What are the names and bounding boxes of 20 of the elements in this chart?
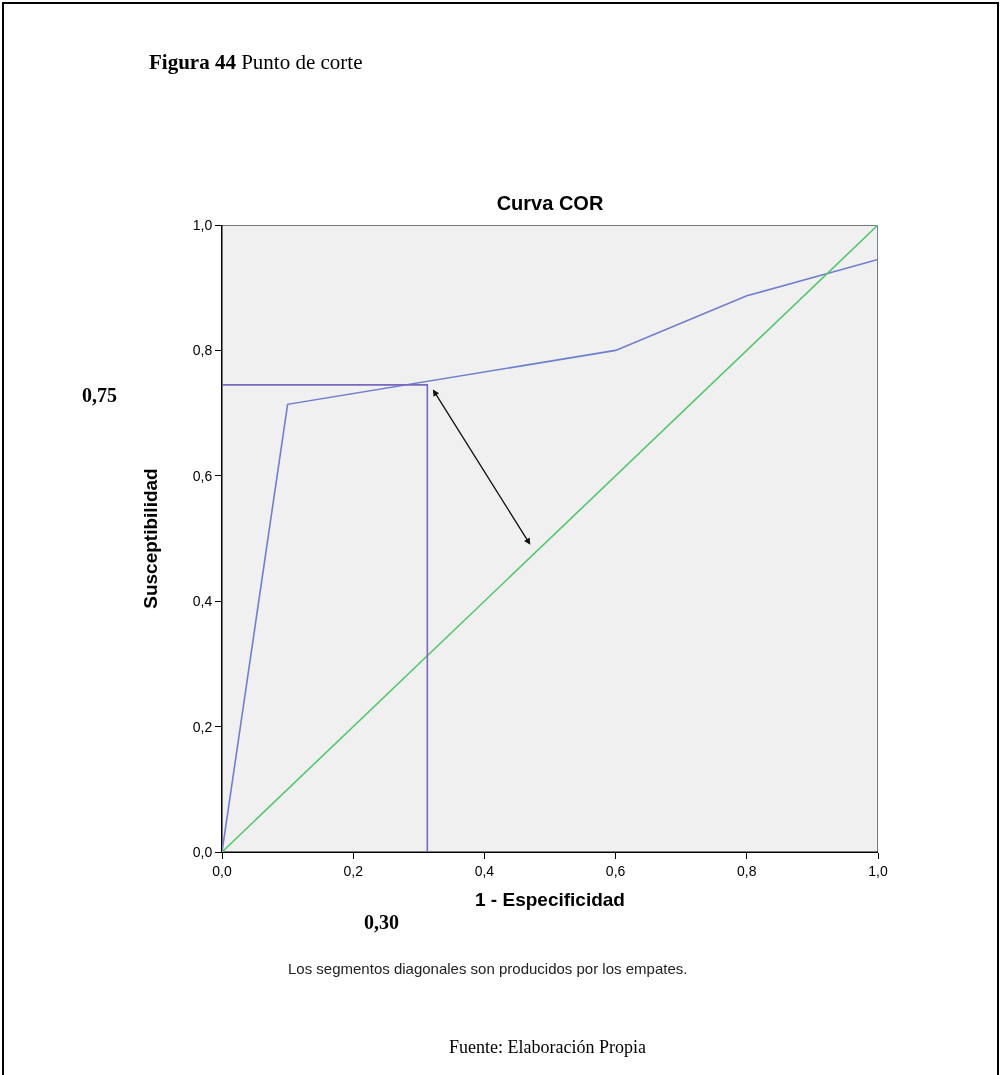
y-tick-label: 0,6 bbox=[192, 467, 213, 484]
y-tick-label: 0,4 bbox=[192, 593, 213, 610]
x-tick-label: 0,0 bbox=[212, 862, 232, 879]
y-axis-title: Susceptibilidad bbox=[139, 468, 161, 609]
x-tick-label: 1,0 bbox=[868, 862, 888, 879]
text: 0,75 bbox=[82, 384, 117, 406]
x-tick-label: 0,4 bbox=[474, 862, 495, 879]
y-tick-label: 0,2 bbox=[192, 718, 213, 735]
text: 0,30 bbox=[364, 911, 399, 933]
text: Figura 44 Punto de corte bbox=[149, 50, 363, 74]
y-tick-label: 0,0 bbox=[192, 843, 213, 860]
y-tick-label: 0,8 bbox=[192, 342, 213, 359]
y-tick-label: 1,0 bbox=[192, 216, 213, 233]
chart-title: Curva COR bbox=[496, 192, 604, 214]
x-axis-title: 1 - Especificidad bbox=[475, 888, 625, 910]
x-tick-label: 0,8 bbox=[737, 862, 757, 879]
source-note: Fuente: Elaboración Propia bbox=[449, 1037, 646, 1057]
x-tick-label: 0,2 bbox=[343, 862, 364, 879]
text: Los segmentos diagonales son producidos por los empates. bbox=[288, 960, 688, 977]
x-tick-label: 0,6 bbox=[605, 862, 626, 879]
